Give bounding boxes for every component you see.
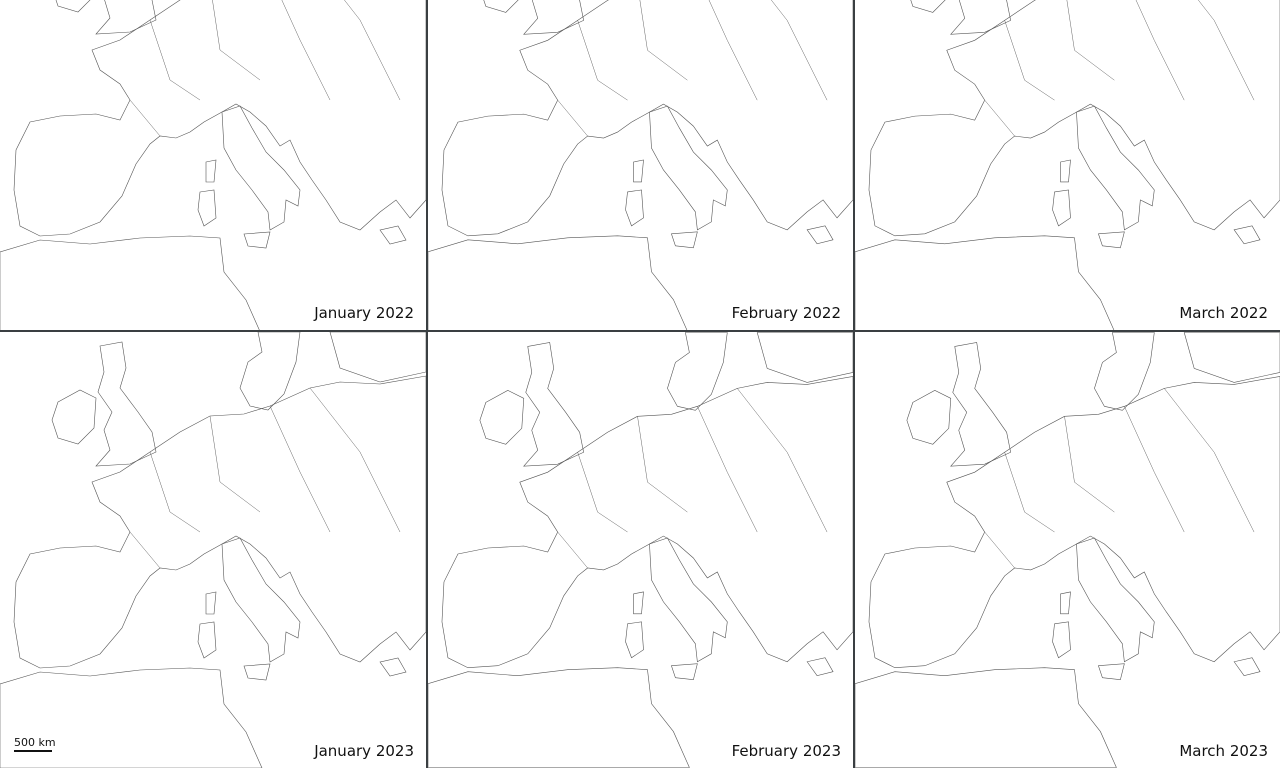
map <box>428 332 853 768</box>
map-panel: March 2022 <box>855 0 1280 330</box>
scale-line <box>14 750 52 752</box>
map-panel: January 2022 <box>0 0 426 330</box>
land <box>428 332 853 768</box>
borders <box>984 0 1255 137</box>
map-panel: February 2022 <box>428 0 853 330</box>
coastline <box>428 0 853 330</box>
anomaly-dry <box>0 0 426 330</box>
coastline <box>428 332 853 768</box>
borders <box>557 388 828 569</box>
anomaly-wet <box>855 0 1280 330</box>
land-base <box>855 332 1280 768</box>
map-panel: March 2023 <box>855 332 1280 768</box>
coastline <box>0 332 426 768</box>
map <box>855 0 1280 330</box>
land <box>0 0 426 330</box>
coastline <box>855 0 1280 330</box>
panel-label: February 2022 <box>731 304 841 322</box>
land-base <box>0 0 426 330</box>
panel-label: March 2022 <box>1179 304 1268 322</box>
panel-label: February 2023 <box>731 742 841 760</box>
land-base <box>428 0 853 330</box>
map <box>428 0 853 330</box>
map <box>0 0 426 330</box>
land <box>428 0 853 330</box>
panel-label: March 2023 <box>1179 742 1268 760</box>
land <box>855 0 1280 330</box>
map <box>0 332 426 768</box>
borders <box>557 0 828 137</box>
land-base <box>0 332 426 768</box>
anomaly-dry <box>0 332 426 768</box>
land-base <box>855 0 1280 330</box>
anomaly-dry <box>428 0 853 330</box>
anomaly-wet <box>428 0 853 330</box>
anomaly-dry <box>855 332 1280 768</box>
anomaly-wet <box>428 332 853 768</box>
anomaly-wet <box>0 0 426 330</box>
map <box>855 332 1280 768</box>
borders <box>984 388 1255 569</box>
land <box>0 332 426 768</box>
borders <box>129 387 401 569</box>
scale-bar: 500 km <box>14 736 56 752</box>
coastline <box>0 0 426 330</box>
map-panel: February 2023 <box>428 332 853 768</box>
anomaly-wet <box>855 332 1280 768</box>
anomaly-dry <box>428 332 853 768</box>
anomaly-wet <box>0 332 426 768</box>
map-panel: January 2023 500 km <box>0 332 426 768</box>
coastline <box>855 332 1280 768</box>
scale-label: 500 km <box>14 736 56 749</box>
panel-label: January 2023 <box>314 742 414 760</box>
panel-label: January 2022 <box>314 304 414 322</box>
borders <box>129 0 401 137</box>
anomaly-dry <box>855 0 1280 330</box>
land <box>855 332 1280 768</box>
land-base <box>428 332 853 768</box>
